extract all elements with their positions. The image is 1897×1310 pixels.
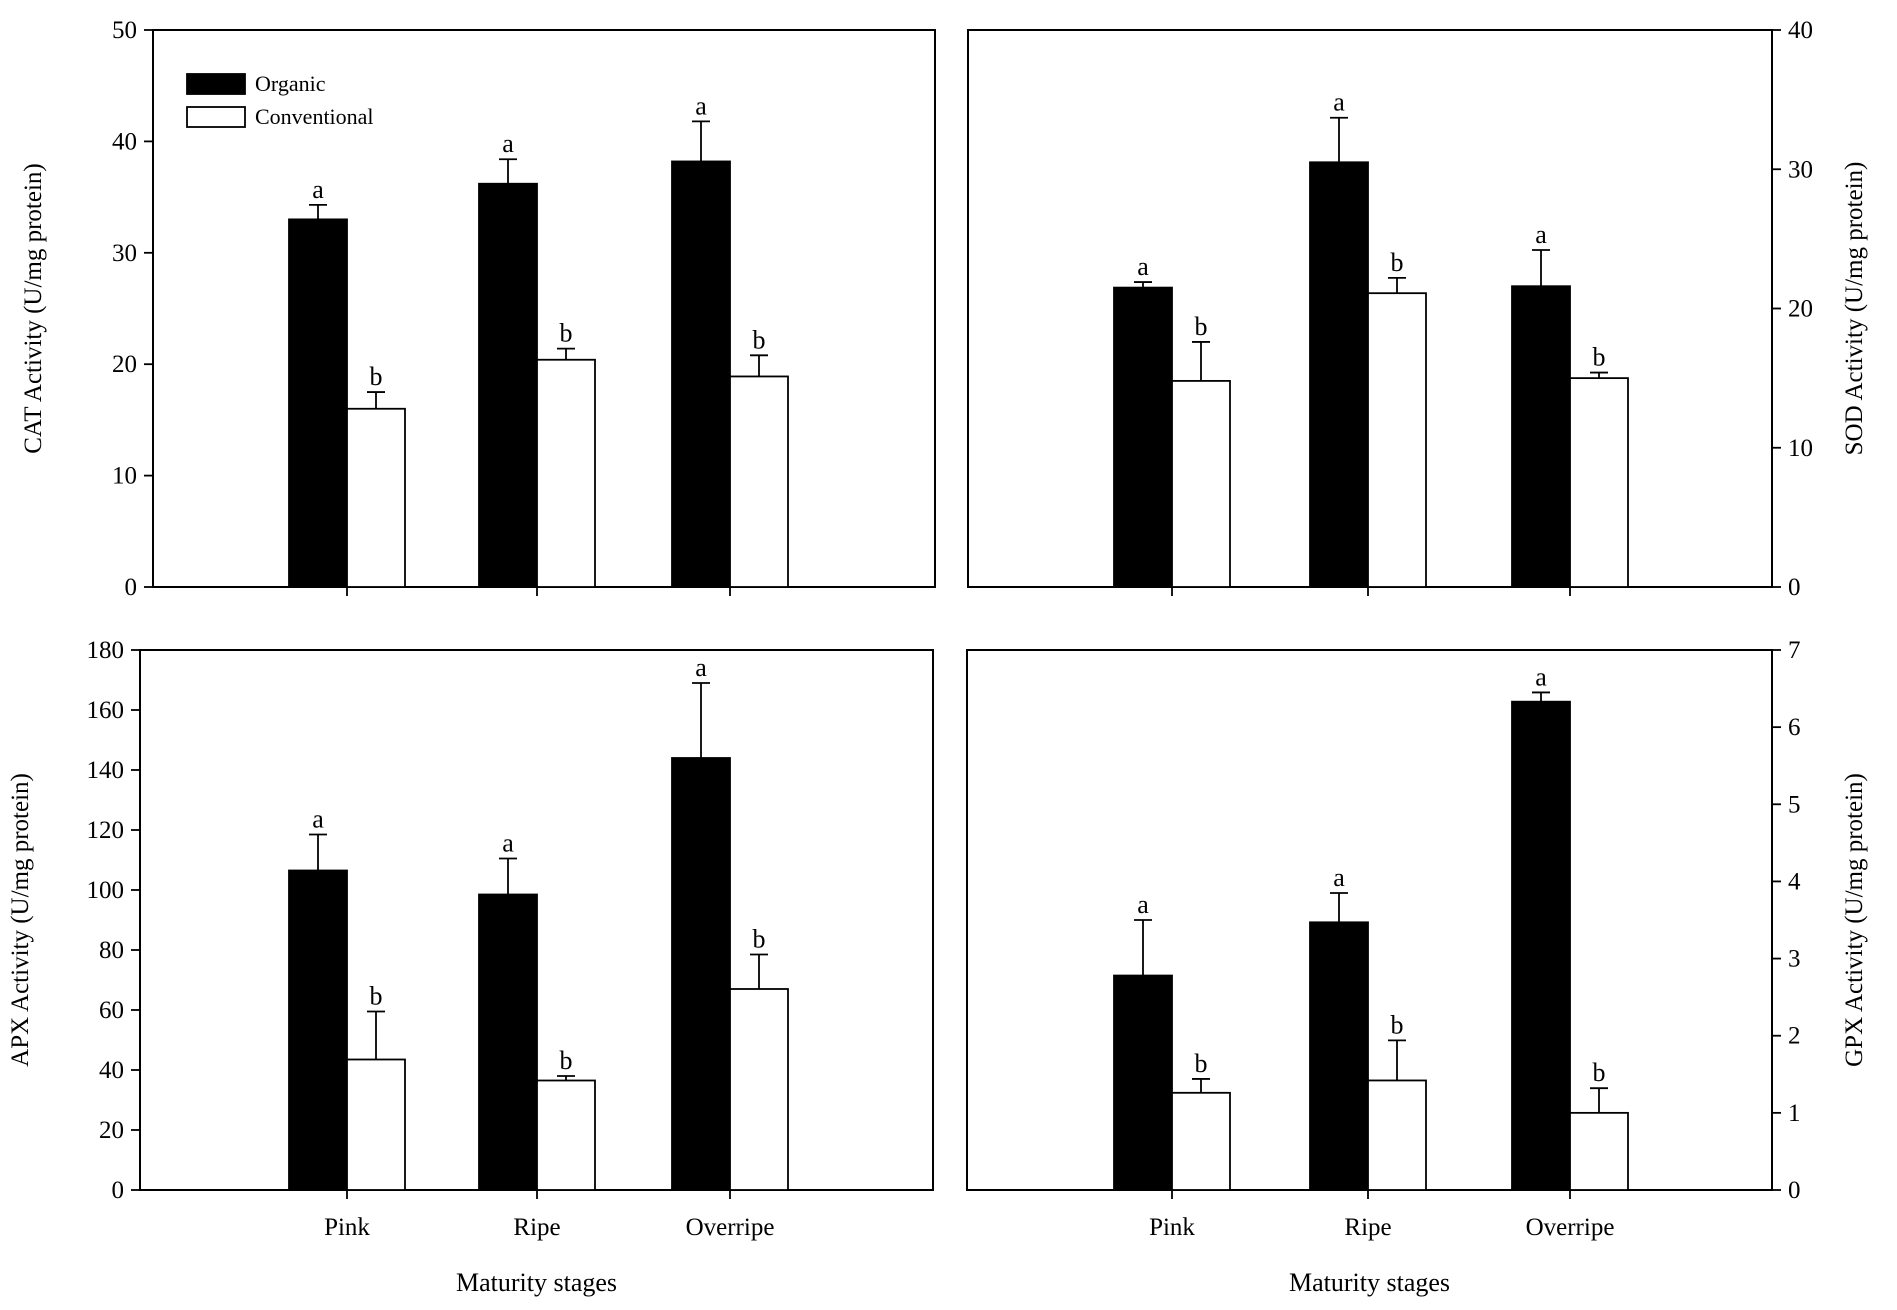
y-tick-label: 30 (1788, 156, 1813, 183)
significance-letter: b (753, 925, 766, 954)
bar-conventional-ripe (536, 358, 596, 588)
y-axis-label: SOD Activity (U/mg protein) (1841, 162, 1868, 456)
bar-conventional-ripe (536, 1079, 596, 1191)
significance-letter: b (370, 362, 383, 391)
y-tick-label: 40 (99, 1057, 124, 1084)
bar-conventional-overripe (729, 988, 789, 1191)
bar-conventional-ripe (1367, 292, 1427, 588)
y-tick-label: 0 (112, 1177, 125, 1204)
bar-conventional-overripe (729, 375, 789, 588)
significance-letter: a (695, 653, 707, 682)
significance-letter: a (1535, 220, 1547, 249)
bar-organic-ripe (1309, 921, 1369, 1191)
significance-letter: b (1195, 312, 1208, 341)
bar-conventional-pink (1171, 380, 1231, 588)
y-tick-label: 5 (1788, 791, 1801, 818)
category-label: Overripe (1526, 1214, 1615, 1241)
y-tick-label: 2 (1788, 1023, 1801, 1050)
y-axis-label: APX Activity (U/mg protein) (7, 773, 34, 1067)
category-label: Overripe (686, 1214, 775, 1241)
bar-conventional-pink (346, 407, 406, 588)
significance-letter: b (370, 982, 383, 1011)
bar-organic-overripe (671, 160, 731, 588)
x-axis-label: Maturity stages (456, 1268, 617, 1297)
y-tick-label: 160 (87, 697, 125, 724)
bar-organic-overripe (671, 757, 731, 1191)
y-tick-label: 10 (112, 463, 137, 490)
significance-letter: b (1391, 248, 1404, 277)
bar-organic-pink (288, 869, 348, 1191)
significance-letter: a (502, 829, 514, 858)
bar-organic-overripe (1511, 285, 1571, 588)
chart-panel-gpx: 0 1 2 3 4 5 6 7 GPX Activity (U/mg protein) Pink R… (966, 637, 1868, 1297)
bar-organic-pink (1113, 286, 1173, 588)
y-axis-label: GPX Activity (U/mg protein) (1841, 773, 1868, 1067)
significance-letter: a (502, 129, 514, 158)
legend-entry: Organic (255, 71, 326, 96)
significance-letter: b (1195, 1049, 1208, 1078)
bar-organic-ripe (478, 182, 538, 588)
category-label: Ripe (513, 1214, 560, 1241)
y-tick-label: 140 (87, 757, 125, 784)
legend: Organic Conventional (186, 71, 374, 129)
y-tick-label: 40 (112, 128, 137, 155)
chart-panel-cat: 0 10 20 30 40 50 CAT Activity (U/mg protein) a a… (20, 17, 936, 601)
y-tick-label: 4 (1788, 868, 1801, 895)
y-tick-label: 180 (87, 637, 125, 664)
x-axis-label: Maturity stages (1289, 1268, 1450, 1297)
y-tick-label: 60 (99, 997, 124, 1024)
legend-entry: Conventional (255, 104, 374, 129)
significance-letter: a (1137, 252, 1149, 281)
significance-letter: a (312, 805, 324, 834)
category-label: Ripe (1344, 1214, 1391, 1241)
y-tick-label: 20 (112, 351, 137, 378)
y-tick-label: 3 (1788, 946, 1801, 973)
bar-conventional-ripe (1367, 1079, 1427, 1191)
y-tick-label: 20 (1788, 296, 1813, 323)
bar-organic-pink (1113, 974, 1173, 1191)
significance-letter: a (312, 175, 324, 204)
y-tick-label: 30 (112, 240, 137, 267)
significance-letter: a (1333, 88, 1345, 117)
bar-organic-pink (288, 218, 348, 588)
category-label: Pink (1149, 1214, 1195, 1241)
y-tick-label: 0 (1788, 1177, 1801, 1204)
significance-letter: a (1333, 863, 1345, 892)
y-tick-label: 80 (99, 937, 124, 964)
y-tick-label: 0 (125, 574, 138, 601)
significance-letter: b (1593, 343, 1606, 372)
significance-letter: b (1391, 1010, 1404, 1039)
bar-organic-ripe (1309, 161, 1369, 588)
y-tick-label: 10 (1788, 435, 1813, 462)
significance-letter: a (695, 91, 707, 120)
bar-conventional-overripe (1569, 1111, 1629, 1191)
bar-organic-ripe (478, 893, 538, 1191)
y-tick-label: 120 (87, 817, 125, 844)
chart-panel-sod: 0 10 20 30 40 SOD Activity (U/mg protein) a a a b… (967, 17, 1868, 601)
y-tick-label: 6 (1788, 714, 1801, 741)
y-tick-label: 20 (99, 1117, 124, 1144)
significance-letter: b (753, 325, 766, 354)
y-tick-label: 100 (87, 877, 125, 904)
y-tick-label: 40 (1788, 17, 1813, 44)
legend-swatch (186, 73, 246, 95)
y-axis-label: CAT Activity (U/mg protein) (20, 163, 47, 454)
significance-letter: b (560, 1046, 573, 1075)
chart-panel-apx: 0 20 40 60 80 100 120 140 160 180 APX Activity (U/… (7, 637, 934, 1297)
y-tick-label: 50 (112, 17, 137, 44)
y-tick-label: 0 (1788, 574, 1801, 601)
bar-conventional-pink (346, 1058, 406, 1191)
significance-letter: b (1593, 1058, 1606, 1087)
significance-letter: a (1137, 890, 1149, 919)
y-tick-label: 7 (1788, 637, 1801, 664)
bar-conventional-pink (1171, 1091, 1231, 1191)
y-tick-label: 1 (1788, 1100, 1801, 1127)
significance-letter: b (560, 319, 573, 348)
significance-letter: a (1535, 662, 1547, 691)
category-label: Pink (324, 1214, 370, 1241)
bar-organic-overripe (1511, 700, 1571, 1191)
bar-conventional-overripe (1569, 377, 1629, 588)
legend-swatch (186, 106, 246, 128)
